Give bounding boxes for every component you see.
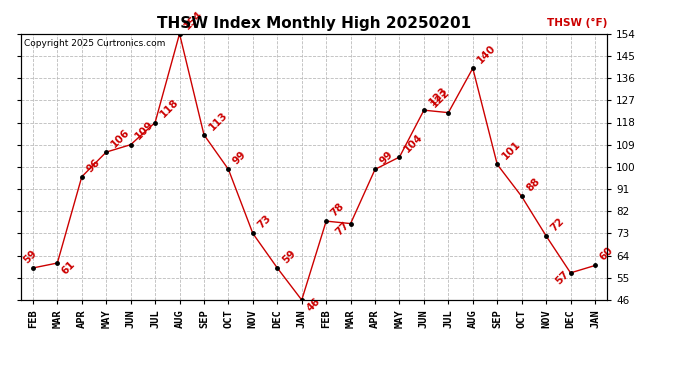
Text: 104: 104 <box>402 132 425 154</box>
Text: 88: 88 <box>524 176 542 194</box>
Text: Copyright 2025 Curtronics.com: Copyright 2025 Curtronics.com <box>23 39 165 48</box>
Text: 96: 96 <box>85 157 102 174</box>
Text: 122: 122 <box>429 87 451 110</box>
Text: 59: 59 <box>22 248 39 265</box>
Text: 59: 59 <box>280 248 297 265</box>
Text: 60: 60 <box>598 245 615 263</box>
Text: 113: 113 <box>207 110 229 132</box>
Text: 118: 118 <box>158 97 180 120</box>
Text: 140: 140 <box>475 43 498 66</box>
Text: 109: 109 <box>133 120 156 142</box>
Text: 78: 78 <box>329 201 346 218</box>
Text: 123: 123 <box>426 85 449 107</box>
Text: 57: 57 <box>554 269 571 287</box>
Text: 77: 77 <box>334 220 351 237</box>
Text: 73: 73 <box>255 213 273 231</box>
Text: 101: 101 <box>500 139 522 162</box>
Text: 106: 106 <box>109 127 132 149</box>
Title: THSW Index Monthly High 20250201: THSW Index Monthly High 20250201 <box>157 16 471 31</box>
Text: 72: 72 <box>549 216 566 233</box>
Text: THSW (°F): THSW (°F) <box>547 18 607 28</box>
Text: 61: 61 <box>60 260 77 277</box>
Text: 99: 99 <box>231 149 248 166</box>
Text: 154: 154 <box>182 8 205 31</box>
Text: 99: 99 <box>378 149 395 166</box>
Text: 46: 46 <box>304 297 322 314</box>
